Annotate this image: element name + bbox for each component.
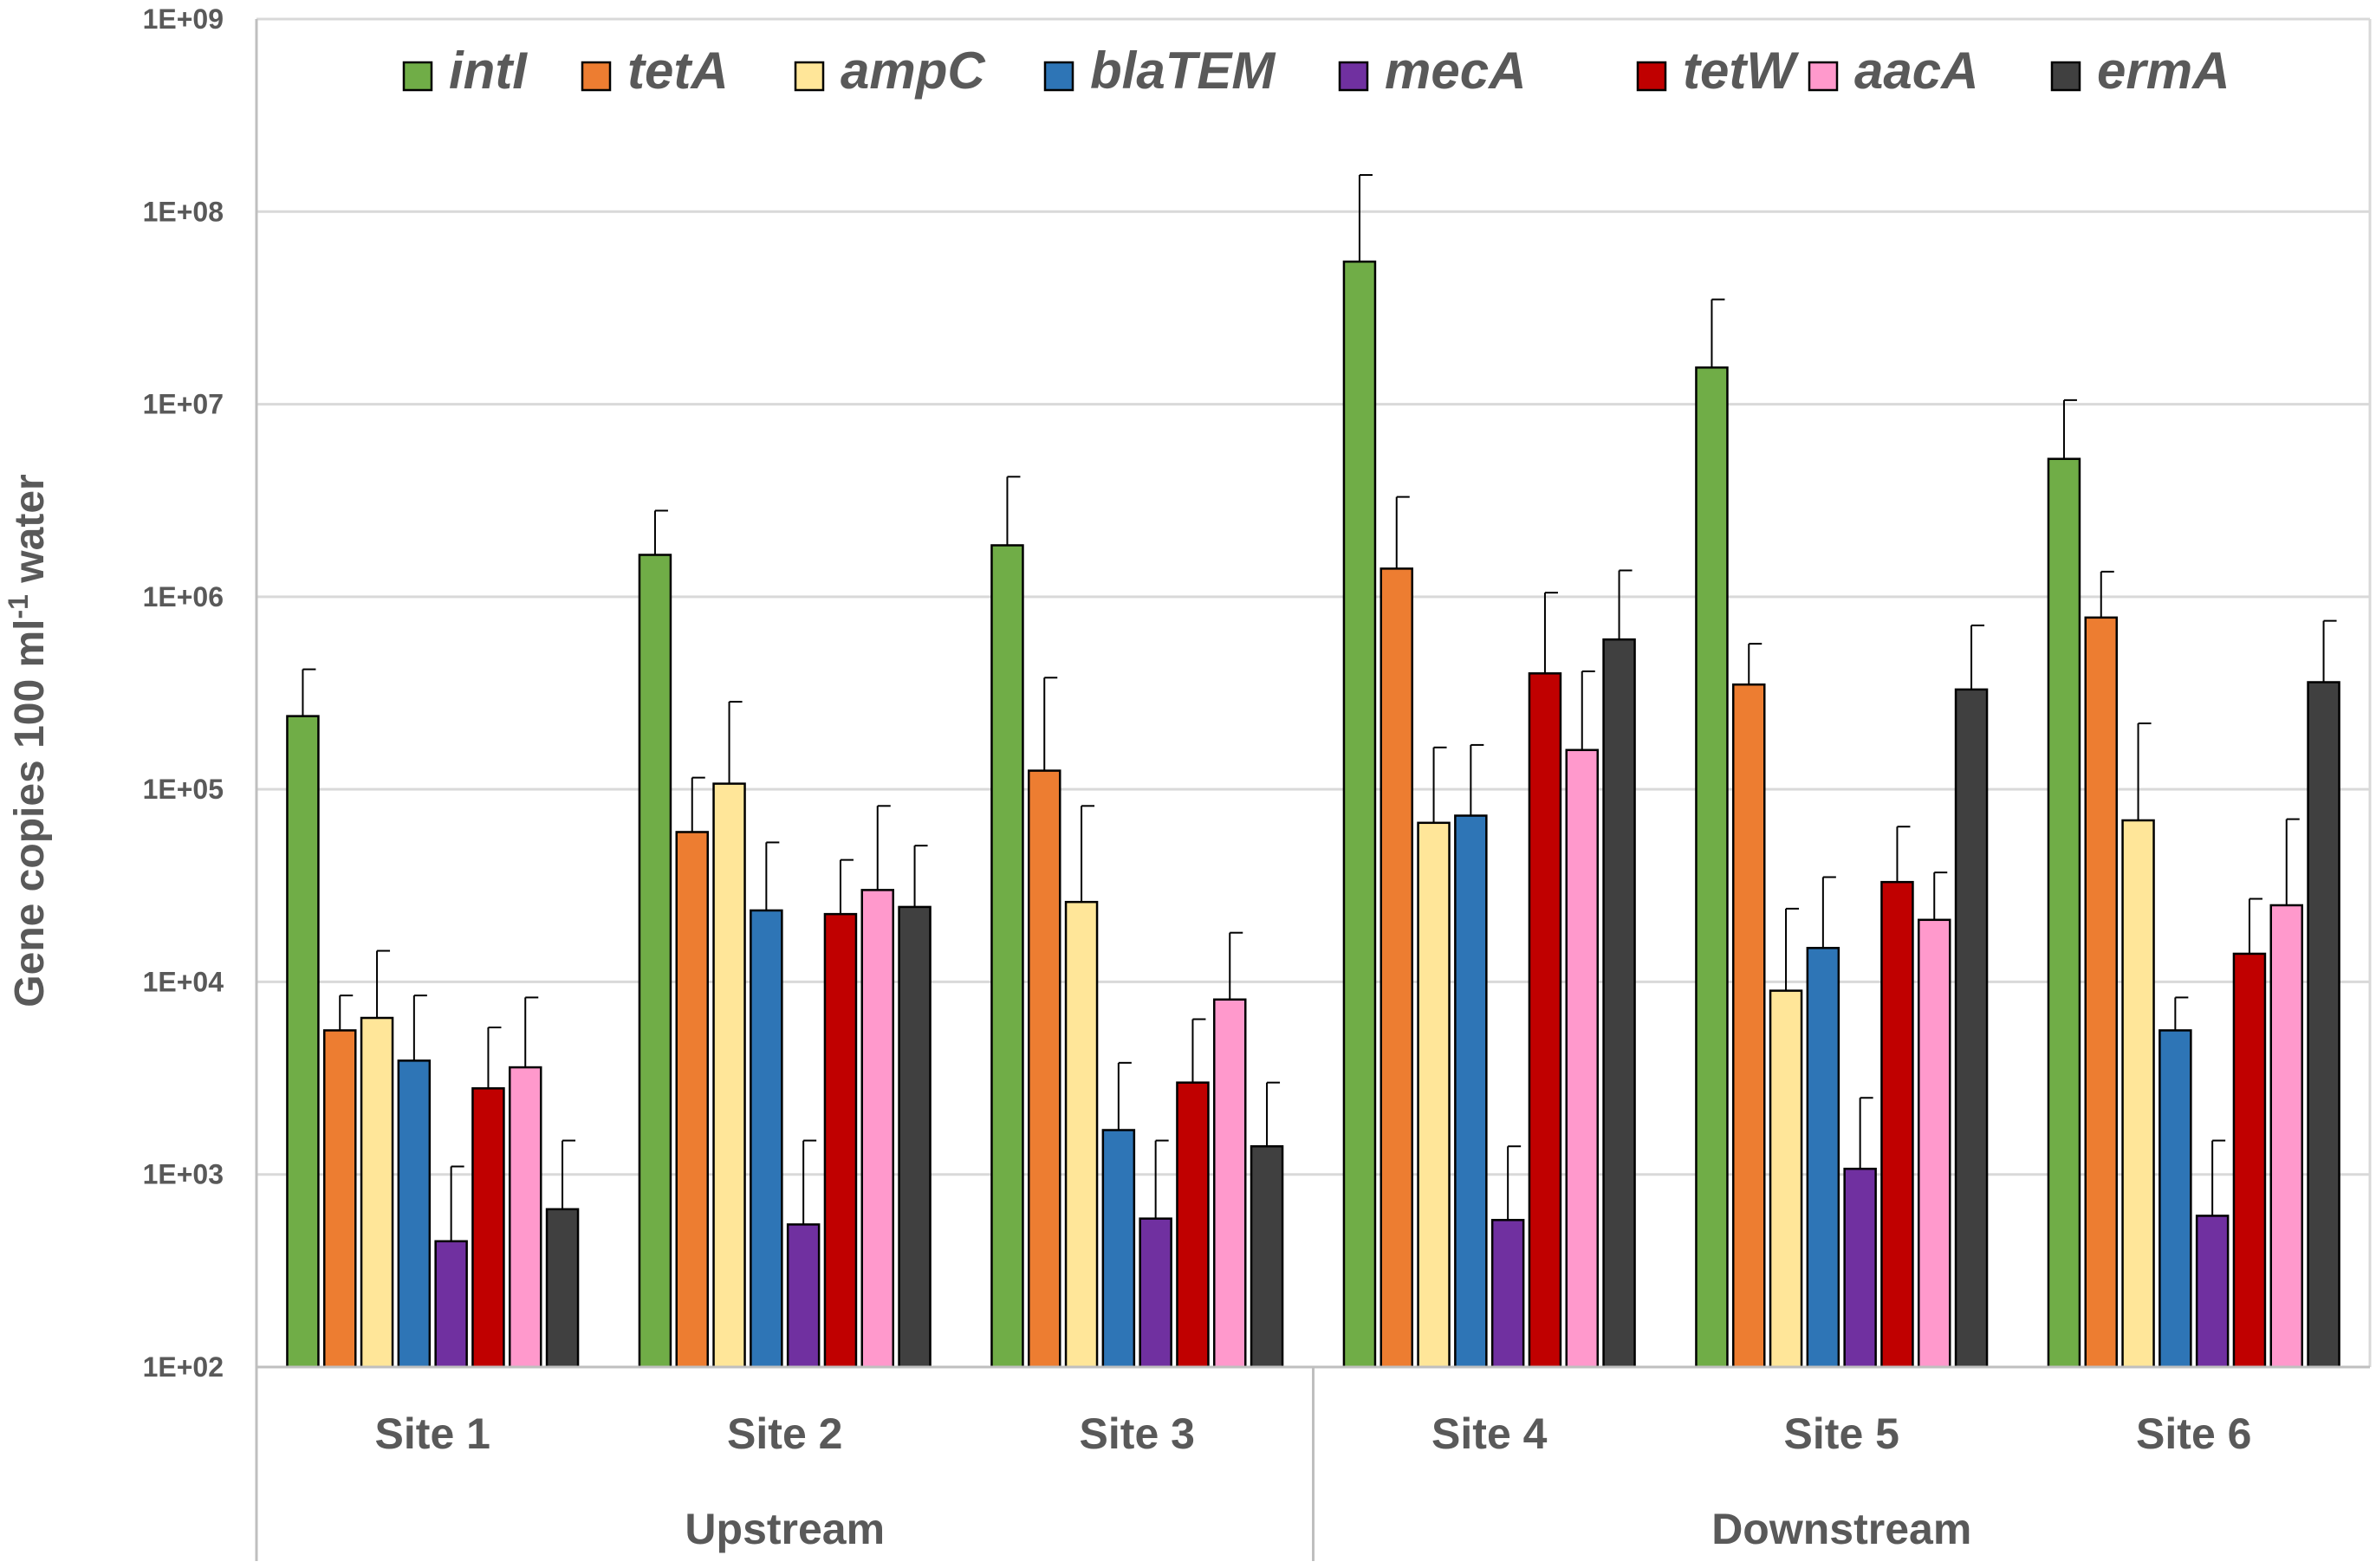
- legend-item-ampC: ampC: [794, 42, 986, 100]
- bar-aacA-site-6: [2269, 904, 2303, 1369]
- legend-swatch: [1808, 61, 1839, 92]
- bar-aacA-site-1: [509, 1066, 542, 1369]
- legend-swatch: [1636, 61, 1667, 92]
- y-tick-label: 1E+04: [143, 966, 224, 997]
- bar-intI-site-2: [638, 554, 672, 1369]
- x-group-label: Downstream: [1711, 1505, 1971, 1553]
- legend: intI tetA ampC blaTEM mecA tetW aacA ermA: [402, 42, 2230, 100]
- legend-label: tetW: [1683, 42, 1799, 100]
- bar-mecA-site-4: [1490, 1219, 1525, 1369]
- bar-ampC-site-3: [1064, 900, 1099, 1369]
- bar-aacA-site-5: [1918, 918, 1951, 1369]
- y-tick-label: 1E+08: [143, 196, 224, 227]
- bars: [286, 173, 2340, 1369]
- bar-intI-site-4: [1342, 260, 1377, 1369]
- x-group-label: Upstream: [685, 1505, 885, 1553]
- bar-tetW-site-3: [1176, 1081, 1210, 1369]
- bar-aacA-site-2: [860, 889, 894, 1369]
- legend-item-tetA: tetA: [581, 42, 729, 100]
- bar-intI-site-6: [2047, 457, 2081, 1369]
- legend-item-ermA: ermA: [2050, 42, 2230, 100]
- gridlines: [256, 17, 2370, 1176]
- bar-mecA-site-5: [1843, 1167, 1877, 1369]
- legend-swatch: [2050, 61, 2081, 92]
- bar-tetA-site-1: [323, 1029, 357, 1369]
- legend-item-aacA: aacA: [1808, 42, 1978, 100]
- bar-aacA-site-3: [1213, 998, 1247, 1369]
- bar-aacA-site-4: [1565, 748, 1599, 1369]
- x-tick-label: Site 3: [1080, 1409, 1195, 1458]
- x-tick-label: Site 2: [727, 1409, 842, 1458]
- bar-ermA-site-6: [2307, 681, 2340, 1369]
- y-axis-label-superscript: -1: [3, 594, 34, 619]
- legend-item-mecA: mecA: [1338, 42, 1526, 100]
- bar-tetW-site-2: [823, 912, 858, 1369]
- bar-intI-site-5: [1695, 366, 1729, 1369]
- legend-swatch: [1043, 61, 1074, 92]
- legend-item-intI: intI: [402, 42, 528, 100]
- bar-blaTEM-site-5: [1806, 947, 1840, 1369]
- legend-label: intI: [449, 42, 528, 100]
- x-tick-label: Site 1: [375, 1409, 490, 1458]
- legend-label: tetA: [627, 42, 729, 100]
- bar-mecA-site-1: [434, 1240, 468, 1369]
- bar-intI-site-1: [286, 715, 320, 1369]
- bar-blaTEM-site-1: [397, 1059, 432, 1369]
- bar-ampC-site-5: [1769, 989, 1803, 1369]
- y-tick-label: 1E+09: [143, 3, 224, 35]
- y-tick-label: 1E+03: [143, 1159, 224, 1190]
- bar-ermA-site-1: [545, 1208, 580, 1369]
- legend-item-blaTEM: blaTEM: [1043, 42, 1276, 100]
- bar-tetW-site-4: [1528, 672, 1562, 1369]
- bar-intI-site-3: [990, 544, 1024, 1369]
- legend-swatch: [402, 61, 433, 92]
- y-axis-ticks: 1E+02 1E+03 1E+04 1E+05 1E+06 1E+07 1E+08 1E+09: [143, 3, 224, 1383]
- y-axis-label-main: Gene copies 100 ml: [7, 619, 53, 1007]
- bar-tetW-site-5: [1880, 880, 1914, 1369]
- bar-ampC-site-4: [1417, 821, 1451, 1369]
- bar-tetW-site-6: [2232, 952, 2267, 1369]
- bar-ampC-site-1: [360, 1016, 394, 1369]
- legend-swatch: [794, 61, 825, 92]
- bar-ermA-site-2: [898, 905, 932, 1369]
- bar-blaTEM-site-4: [1454, 814, 1488, 1369]
- bar-tetA-site-4: [1380, 567, 1413, 1369]
- x-tick-label: Site 4: [1431, 1409, 1548, 1458]
- bar-ermA-site-4: [1602, 638, 1636, 1369]
- bar-ermA-site-3: [1250, 1144, 1284, 1369]
- bar-ampC-site-2: [712, 782, 746, 1369]
- bar-blaTEM-site-6: [2159, 1029, 2192, 1369]
- bar-blaTEM-site-3: [1101, 1129, 1136, 1369]
- x-axis-labels: Site 1 Site 2 Site 3 Site 4 Site 5 Site 6 Upst…: [375, 1367, 2251, 1561]
- legend-label: blaTEM: [1090, 42, 1276, 100]
- legend-item-tetW: tetW: [1636, 42, 1799, 100]
- y-tick-label: 1E+05: [143, 774, 224, 805]
- y-axis-label-suffix: water: [7, 474, 53, 594]
- bar-ermA-site-5: [1954, 688, 1989, 1369]
- x-tick-label: Site 5: [1784, 1409, 1899, 1458]
- bar-tetW-site-1: [471, 1087, 505, 1369]
- legend-label: ermA: [2097, 42, 2230, 100]
- y-tick-label: 1E+06: [143, 581, 224, 612]
- y-tick-label: 1E+02: [143, 1351, 224, 1383]
- bar-ampC-site-6: [2121, 819, 2155, 1369]
- legend-swatch: [1338, 61, 1369, 92]
- x-tick-label: Site 6: [2136, 1409, 2251, 1458]
- bar-mecA-site-3: [1139, 1217, 1172, 1369]
- bar-tetA-site-2: [675, 831, 709, 1369]
- y-axis-label: Gene copies 100 ml-1 water: [3, 474, 53, 1007]
- bar-tetA-site-6: [2084, 616, 2118, 1369]
- legend-label: ampC: [841, 42, 986, 100]
- bar-tetA-site-3: [1028, 769, 1061, 1369]
- legend-label: mecA: [1385, 42, 1526, 100]
- bar-blaTEM-site-2: [750, 909, 783, 1369]
- bar-mecA-site-6: [2195, 1215, 2230, 1369]
- bar-mecA-site-2: [786, 1223, 821, 1369]
- legend-swatch: [581, 61, 612, 92]
- y-tick-label: 1E+07: [143, 389, 224, 420]
- legend-label: aacA: [1854, 42, 1978, 100]
- bar-tetA-site-5: [1732, 683, 1766, 1369]
